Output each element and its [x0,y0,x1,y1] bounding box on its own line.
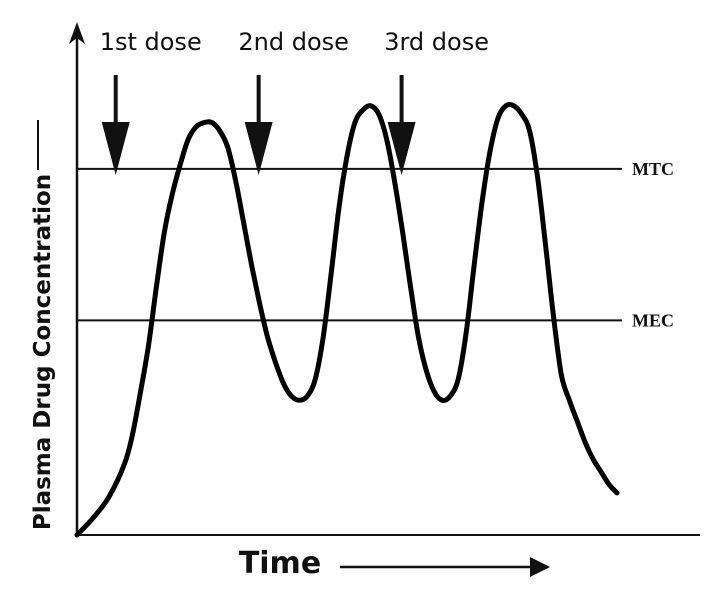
dose-label-3: 3rd dose [384,28,489,56]
concentration-curve [74,101,620,538]
dose-annotations: 1st dose 2nd dose 3rd dose [100,28,489,175]
reference-label-mtc: MTC [632,159,674,179]
reference-lines: MTC MEC [77,159,674,330]
y-axis-arrowhead [69,22,85,44]
y-axis-title: Plasma Drug Concentration [30,174,56,530]
dose-label-1: 1st dose [100,28,202,56]
dose-arrow-head-1 [101,122,130,175]
x-axis-title: Time [239,546,321,581]
dose-arrow-head-2 [244,122,273,175]
dose-label-2: 2nd dose [238,28,349,56]
dose-arrow-head-3 [387,122,416,175]
reference-label-mec: MEC [632,310,674,330]
